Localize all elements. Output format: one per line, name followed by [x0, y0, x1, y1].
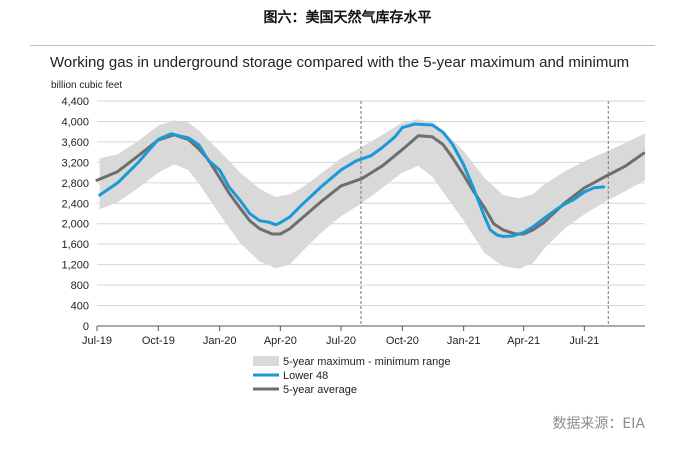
- x-tick-label: Jan-20: [203, 335, 237, 347]
- y-tick-label: 2,400: [61, 198, 89, 210]
- y-tick-label: 0: [83, 321, 89, 333]
- legend-item-lower48-label: Lower 48: [283, 370, 328, 382]
- x-tick-label: Apr-20: [264, 335, 297, 347]
- axes: 0 400 800 1,200 1,600 2,000 2,400 2,800 3,200 3,6…: [61, 96, 645, 347]
- reference-lines: [360, 101, 609, 326]
- x-tick-label: Jul-21: [569, 335, 599, 347]
- y-tick-label: 2,000: [61, 219, 89, 231]
- source-note: 数据来源：EIA: [552, 416, 645, 432]
- x-tick-label: Oct-20: [386, 335, 419, 347]
- series-lines: [95, 122, 646, 238]
- legend-item-range-label: 5-year maximum - minimum range: [283, 356, 450, 368]
- x-tick-label: Jul-20: [326, 335, 356, 347]
- y-axis-label: billion cubic feet: [51, 80, 123, 91]
- figure-title: 图六：美国天然气库存水平: [263, 10, 432, 26]
- x-tick-label: Jan-21: [447, 335, 481, 347]
- y-tick-label: 800: [71, 280, 89, 292]
- legend-item-average-label: 5-year average: [283, 384, 357, 396]
- lower48-series-line: [98, 122, 606, 238]
- legend: 5-year maximum - minimum range Lower 48 5-…: [253, 356, 450, 396]
- x-tick-label: Oct-19: [142, 335, 175, 347]
- x-tick-label: Apr-21: [507, 335, 540, 347]
- y-tick-label: 1,600: [61, 239, 89, 251]
- top-divider: [30, 45, 655, 46]
- x-tick-label: Jul-19: [82, 335, 112, 347]
- y-tick-label: 1,200: [61, 260, 89, 272]
- y-tick-label: 4,400: [61, 96, 89, 108]
- y-tick-label: 3,600: [61, 137, 89, 149]
- y-tick-label: 4,000: [61, 116, 89, 128]
- y-tick-label: 2,800: [61, 178, 89, 190]
- chart-title: Working gas in underground storage compa…: [50, 54, 630, 71]
- y-tick-label: 3,200: [61, 157, 89, 169]
- y-tick-label: 400: [71, 301, 89, 313]
